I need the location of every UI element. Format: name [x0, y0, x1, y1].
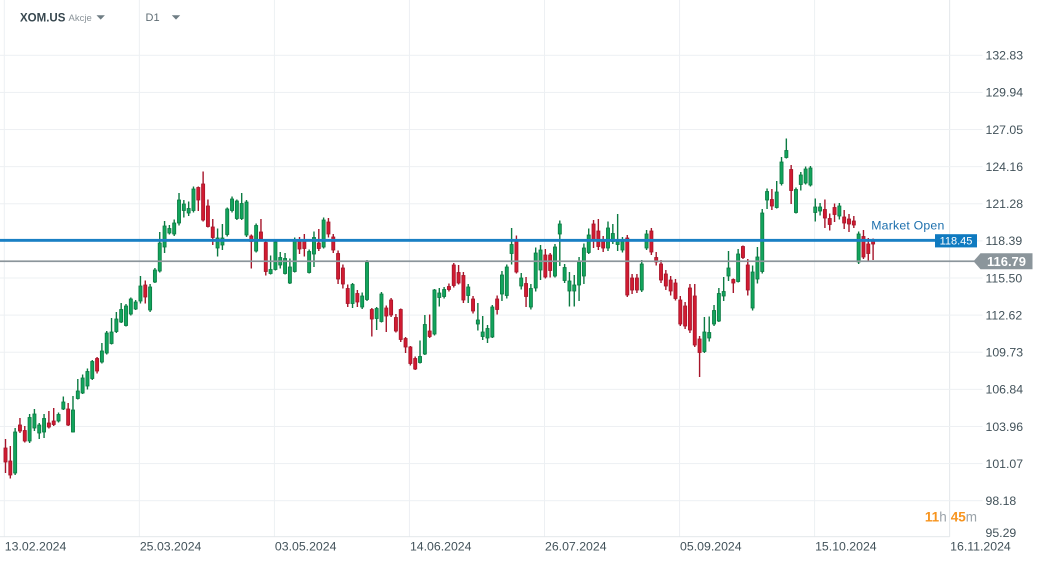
- svg-text:118.45: 118.45: [940, 235, 973, 247]
- svg-text:16.11.2024: 16.11.2024: [950, 540, 1011, 554]
- svg-text:13.02.2024: 13.02.2024: [5, 540, 67, 554]
- svg-text:95.29: 95.29: [986, 526, 1017, 540]
- svg-text:03.05.2024: 03.05.2024: [275, 540, 337, 554]
- svg-text:124.16: 124.16: [986, 160, 1024, 174]
- svg-text:05.09.2024: 05.09.2024: [680, 540, 742, 554]
- svg-text:98.18: 98.18: [986, 494, 1017, 508]
- svg-text:118.39: 118.39: [986, 234, 1023, 248]
- svg-text:132.83: 132.83: [986, 49, 1024, 63]
- svg-text:101.07: 101.07: [986, 457, 1024, 471]
- svg-text:Akcje: Akcje: [69, 13, 92, 24]
- svg-text:XOM.US: XOM.US: [20, 13, 66, 25]
- svg-text:25.03.2024: 25.03.2024: [140, 540, 202, 554]
- svg-text:14.06.2024: 14.06.2024: [410, 540, 472, 554]
- svg-text:26.07.2024: 26.07.2024: [545, 540, 607, 554]
- svg-text:103.96: 103.96: [986, 420, 1024, 434]
- svg-text:15.10.2024: 15.10.2024: [815, 540, 877, 554]
- svg-text:129.94: 129.94: [986, 86, 1024, 100]
- svg-text:Market Open: Market Open: [871, 219, 944, 233]
- svg-text:112.62: 112.62: [986, 308, 1023, 322]
- svg-text:106.84: 106.84: [986, 383, 1024, 397]
- svg-text:127.05: 127.05: [986, 123, 1024, 137]
- svg-text:121.28: 121.28: [986, 197, 1024, 211]
- svg-text:D1: D1: [146, 12, 160, 24]
- svg-text:115.50: 115.50: [986, 271, 1023, 285]
- svg-text:109.73: 109.73: [986, 346, 1024, 360]
- svg-text:116.79: 116.79: [987, 254, 1026, 269]
